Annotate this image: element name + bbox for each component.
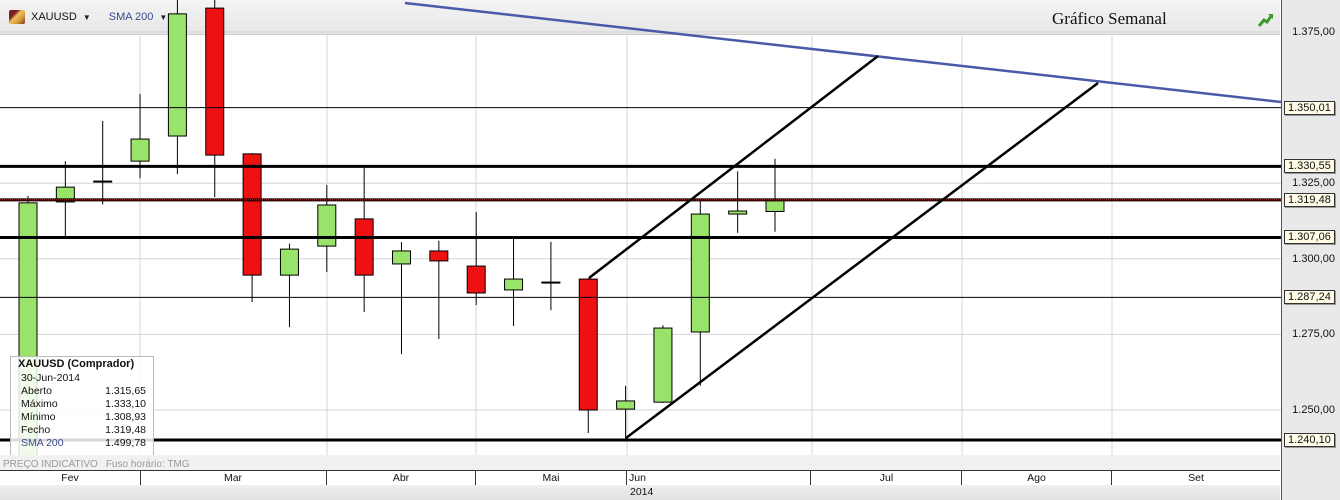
month-label: Abr <box>327 471 476 485</box>
candle-down <box>578 278 598 411</box>
candle-up <box>167 13 187 137</box>
info-row-sma: SMA 200 1.499,78 <box>11 437 153 450</box>
info-row-close: Fecho 1.319,48 <box>11 424 153 437</box>
price-level-tag: 1.330,55 <box>1284 159 1335 174</box>
chart-title: Gráfico Semanal <box>1052 9 1167 28</box>
year-label: 2014 <box>630 486 654 498</box>
resistance-trendline <box>404 1 1281 104</box>
info-title: XAUUSD (Comprador) <box>18 358 135 370</box>
price-axis[interactable]: 1.375,00 1.325,00 1.300,00 1.275,00 1.250,00 <box>1281 0 1340 500</box>
label: Mínimo <box>21 411 56 423</box>
label: Aberto <box>21 385 52 397</box>
symbol-label: XAUUSD <box>31 11 77 23</box>
value: 1.308,93 <box>105 411 146 423</box>
price-tick-label: 1.250,00 <box>1292 404 1335 416</box>
price-level-tag: 1.240,10 <box>1284 432 1335 447</box>
price-note: PREÇO INDICATIVO <box>3 459 98 470</box>
value: 1.315,65 <box>105 385 146 397</box>
month-label: Fev <box>0 471 141 485</box>
year-axis: 2014 <box>0 485 1280 500</box>
month-label: Set <box>1188 472 1204 484</box>
candle-up <box>317 204 337 247</box>
month-label: Mar <box>140 471 327 485</box>
price-tick-label: 1.300,00 <box>1292 252 1335 265</box>
info-row-high: Máximo 1.333,10 <box>11 398 153 411</box>
gold-bar-icon <box>9 10 25 24</box>
price-level-tag: 1.287,24 <box>1284 290 1335 305</box>
candle-down <box>242 153 262 276</box>
chart-up-icon[interactable] <box>1258 13 1274 27</box>
candle-up <box>653 327 673 403</box>
price-level-tag: 1.319,48 <box>1284 192 1335 207</box>
candle-up <box>690 213 710 333</box>
candle-down <box>429 250 449 262</box>
month-label: Mai <box>476 471 627 485</box>
info-row-open: Aberto 1.315,65 <box>11 385 153 398</box>
timezone-note: Fuso horário: TMG <box>105 459 190 470</box>
candle-down <box>466 265 486 294</box>
value: 1.333,10 <box>105 398 146 410</box>
candlestick-chart[interactable] <box>0 0 1281 456</box>
candle-up <box>130 138 150 162</box>
channel-lower-line <box>625 82 1099 439</box>
date-value: 30-Jun-2014 <box>21 372 80 384</box>
indicator-selector[interactable]: SMA 200 <box>108 11 154 23</box>
chevron-down-icon[interactable]: ▼ <box>82 12 91 22</box>
candle-up <box>616 400 636 410</box>
candle-up <box>765 199 785 212</box>
info-date: 30-Jun-2014 <box>11 372 153 385</box>
symbol-selector[interactable]: XAUUSD ▼ SMA 200 ▼ <box>9 10 167 24</box>
candle-down <box>354 218 374 276</box>
candle-up <box>541 281 561 284</box>
channel-upper-line <box>588 55 879 279</box>
price-tick-label: 1.275,00 <box>1292 328 1335 341</box>
price-level-tag: 1.307,06 <box>1284 230 1335 245</box>
ohlc-info-box: XAUUSD (Comprador) 30-Jun-2014 Aberto 1.3… <box>10 356 154 456</box>
month-label: Jul <box>812 471 962 485</box>
price-level-tag: 1.350,01 <box>1284 100 1335 115</box>
value: 1.499,78 <box>105 437 146 449</box>
footer-strip <box>0 455 1280 470</box>
candle-up <box>728 210 748 215</box>
value: 1.319,48 <box>105 424 146 436</box>
month-axis: Fev Mar Abr Mai Jun Jul Ago Set <box>0 470 1280 486</box>
candle-up <box>392 250 411 265</box>
price-tick-label: 1.325,00 <box>1292 177 1335 190</box>
month-label: Jun <box>627 471 811 485</box>
candle-down <box>205 7 225 156</box>
month-label: Ago <box>962 471 1112 485</box>
label: Máximo <box>21 398 58 410</box>
price-tick-label: 1.375,00 <box>1292 26 1335 38</box>
candle-up <box>504 278 524 291</box>
label: SMA 200 <box>21 437 64 449</box>
candle-up <box>55 186 75 203</box>
candle-up <box>93 180 113 183</box>
chevron-down-icon[interactable]: ▼ <box>159 12 168 22</box>
candle-up <box>279 248 299 276</box>
label: Fecho <box>21 424 51 436</box>
footer-note: PREÇO INDICATIVO Fuso horário: TMG <box>3 459 198 470</box>
info-row-low: Mínimo 1.308,93 <box>11 411 153 424</box>
